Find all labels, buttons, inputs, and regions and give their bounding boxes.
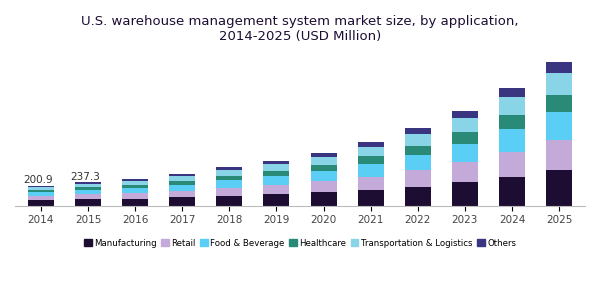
Bar [263, 194, 289, 206]
Bar [405, 128, 431, 134]
Bar [169, 181, 195, 184]
Text: 237.3: 237.3 [70, 172, 100, 182]
Text: 200.9: 200.9 [23, 175, 53, 185]
Bar [405, 186, 431, 206]
Bar [122, 179, 148, 181]
Bar [358, 142, 383, 147]
Bar [122, 193, 148, 199]
Bar [311, 153, 337, 157]
Bar [499, 115, 525, 129]
Title: U.S. warehouse management system market size, by application,
2014-2025 (USD Mil: U.S. warehouse management system market … [81, 15, 519, 43]
Bar [217, 176, 242, 180]
Bar [263, 176, 289, 185]
Bar [28, 200, 54, 206]
Bar [169, 197, 195, 206]
Bar [452, 163, 478, 182]
Bar [263, 171, 289, 176]
Bar [311, 165, 337, 171]
Bar [405, 134, 431, 146]
Bar [75, 190, 101, 194]
Bar [405, 170, 431, 186]
Bar [28, 190, 54, 192]
Bar [217, 180, 242, 188]
Bar [499, 152, 525, 177]
Bar [546, 95, 572, 112]
Bar [499, 97, 525, 115]
Bar [546, 62, 572, 73]
Bar [122, 199, 148, 206]
Bar [169, 184, 195, 191]
Bar [75, 184, 101, 187]
Bar [452, 182, 478, 206]
Bar [452, 118, 478, 132]
Bar [169, 174, 195, 176]
Bar [75, 199, 101, 206]
Bar [452, 132, 478, 144]
Bar [122, 188, 148, 193]
Bar [263, 164, 289, 171]
Bar [75, 194, 101, 199]
Bar [358, 164, 383, 176]
Bar [452, 144, 478, 163]
Bar [499, 177, 525, 206]
Bar [405, 155, 431, 170]
Bar [546, 73, 572, 95]
Bar [217, 170, 242, 176]
Bar [499, 88, 525, 97]
Bar [28, 192, 54, 196]
Bar [311, 157, 337, 165]
Bar [217, 196, 242, 206]
Bar [169, 191, 195, 197]
Bar [546, 112, 572, 140]
Bar [28, 196, 54, 200]
Bar [122, 185, 148, 188]
Bar [263, 160, 289, 164]
Bar [358, 176, 383, 190]
Bar [122, 181, 148, 185]
Bar [28, 186, 54, 187]
Bar [217, 167, 242, 170]
Bar [263, 185, 289, 194]
Bar [311, 181, 337, 192]
Bar [499, 129, 525, 152]
Bar [311, 192, 337, 206]
Bar [546, 170, 572, 206]
Bar [75, 182, 101, 184]
Bar [358, 156, 383, 164]
Bar [75, 187, 101, 190]
Bar [452, 111, 478, 118]
Bar [405, 146, 431, 155]
Bar [358, 147, 383, 156]
Bar [358, 190, 383, 206]
Bar [169, 176, 195, 181]
Bar [217, 188, 242, 196]
Bar [28, 187, 54, 190]
Legend: Manufacturing, Retail, Food & Beverage, Healthcare, Transportation & Logistics, : Manufacturing, Retail, Food & Beverage, … [80, 235, 520, 251]
Bar [311, 171, 337, 181]
Bar [546, 140, 572, 170]
